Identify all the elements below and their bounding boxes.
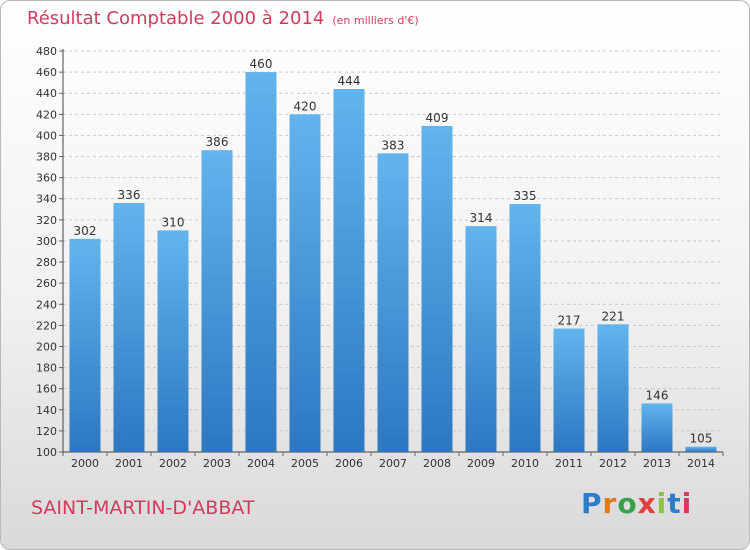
logo-letter: x: [637, 487, 657, 520]
x-tick-label: 2013: [643, 457, 671, 470]
y-axis-ticks: 100 120 140 160 180 200 220 240 260 280 300 320 340 3…: [36, 45, 57, 459]
bar: [333, 88, 365, 452]
bar: [289, 114, 321, 452]
y-tick-label: 420: [36, 108, 57, 121]
y-tick-label: 260: [36, 277, 57, 290]
x-tick-label: 2007: [379, 457, 407, 470]
y-tick-label: 160: [36, 383, 57, 396]
data-label: 221: [602, 309, 625, 323]
y-tick-label: 280: [36, 256, 57, 269]
bar: [157, 230, 189, 452]
logo-letter: r: [602, 487, 618, 520]
bar: [597, 324, 629, 452]
data-label: 314: [470, 211, 493, 225]
y-tick-label: 140: [36, 404, 57, 417]
bar: [377, 153, 409, 452]
x-tick-label: 2008: [423, 457, 451, 470]
chart-title-text: Résultat Comptable 2000 à 2014: [27, 8, 325, 29]
bars: [69, 72, 717, 453]
logo-letter: P: [581, 487, 603, 520]
data-label: 386: [206, 135, 229, 149]
x-tick-label: 2001: [115, 457, 143, 470]
data-label: 335: [514, 189, 537, 203]
logo-letter: i: [681, 487, 693, 520]
x-tick-label: 2014: [687, 457, 715, 470]
y-tick-label: 240: [36, 298, 57, 311]
data-label: 460: [250, 57, 273, 71]
y-tick-label: 100: [36, 446, 57, 459]
y-tick-label: 120: [36, 425, 57, 438]
data-label: 310: [162, 215, 185, 229]
y-tick-label: 300: [36, 235, 57, 248]
y-tick-label: 340: [36, 193, 57, 206]
y-tick-label: 400: [36, 129, 57, 142]
bar: [509, 204, 541, 452]
x-tick-label: 2006: [335, 457, 363, 470]
data-label: 383: [382, 138, 405, 152]
x-tick-label: 2009: [467, 457, 495, 470]
data-labels: 302 336 310 386 460 420 444 383 409 314 335 217 221 1…: [74, 57, 713, 446]
data-label: 105: [690, 432, 713, 446]
bar: [465, 226, 497, 452]
proxiti-logo[interactable]: Proxiti: [581, 487, 692, 520]
y-tick-label: 220: [36, 319, 57, 332]
bar: [113, 202, 145, 452]
x-tick-label: 2000: [71, 457, 99, 470]
chart-title: Résultat Comptable 2000 à 2014 (en millie…: [27, 8, 419, 29]
x-tick-label: 2003: [203, 457, 231, 470]
chart-unit-label: (en milliers d'€): [332, 14, 419, 27]
y-tick-label: 380: [36, 151, 57, 164]
y-tick-label: 460: [36, 66, 57, 79]
x-tick-label: 2005: [291, 457, 319, 470]
data-label: 420: [294, 99, 317, 113]
data-label: 217: [558, 314, 581, 328]
y-tick-label: 360: [36, 172, 57, 185]
bar: [201, 150, 233, 452]
x-tick-label: 2010: [511, 457, 539, 470]
data-label: 146: [646, 388, 669, 402]
data-label: 444: [338, 74, 361, 88]
x-axis-ticks: 2000 2001 2002 2003 2004 2005 2006 2007 2008 2009…: [62, 452, 724, 470]
bar: [421, 125, 453, 453]
town-name: SAINT-MARTIN-D'ABBAT: [31, 497, 255, 519]
x-tick-label: 2012: [599, 457, 627, 470]
x-tick-label: 2004: [247, 457, 275, 470]
y-tick-label: 480: [36, 45, 57, 58]
bar: [69, 238, 101, 452]
data-label: 302: [74, 224, 97, 238]
logo-letter: i: [656, 487, 668, 520]
y-tick-label: 180: [36, 362, 57, 375]
bar: [245, 72, 277, 453]
bar: [553, 328, 585, 452]
y-tick-label: 200: [36, 340, 57, 353]
y-tick-label: 320: [36, 214, 57, 227]
data-label: 336: [118, 188, 141, 202]
x-tick-label: 2002: [159, 457, 187, 470]
bar: [641, 403, 673, 452]
bar: [685, 446, 717, 452]
y-tick-label: 440: [36, 87, 57, 100]
logo-letter: t: [667, 487, 682, 520]
data-label: 409: [426, 111, 449, 125]
logo-letter: o: [617, 487, 638, 520]
x-tick-label: 2011: [555, 457, 583, 470]
